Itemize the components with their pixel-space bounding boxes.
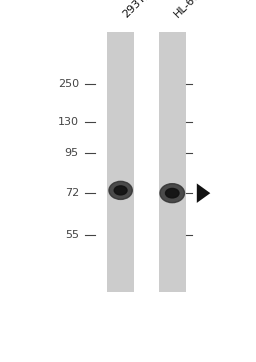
Text: 250: 250 <box>58 79 79 89</box>
Text: 293T/17: 293T/17 <box>121 0 160 20</box>
Ellipse shape <box>165 188 179 198</box>
Ellipse shape <box>114 186 127 195</box>
Bar <box>159 31 186 292</box>
Ellipse shape <box>109 181 132 199</box>
Ellipse shape <box>160 184 185 203</box>
Text: 130: 130 <box>58 117 79 127</box>
Text: 95: 95 <box>65 148 79 158</box>
Polygon shape <box>197 184 210 203</box>
Bar <box>107 31 134 292</box>
Text: 72: 72 <box>65 188 79 198</box>
Text: 55: 55 <box>65 230 79 240</box>
Text: HL-60: HL-60 <box>172 0 202 20</box>
